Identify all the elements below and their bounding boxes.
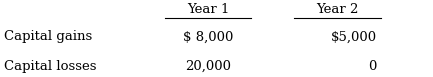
Text: Capital losses: Capital losses [4, 60, 97, 73]
Text: 20,000: 20,000 [185, 60, 231, 73]
Text: Year 1: Year 1 [187, 3, 229, 16]
Text: $5,000: $5,000 [330, 30, 377, 43]
Text: Capital gains: Capital gains [4, 30, 93, 43]
Text: Year 2: Year 2 [317, 3, 359, 16]
Text: 0: 0 [368, 60, 377, 73]
Text: $ 8,000: $ 8,000 [183, 30, 233, 43]
